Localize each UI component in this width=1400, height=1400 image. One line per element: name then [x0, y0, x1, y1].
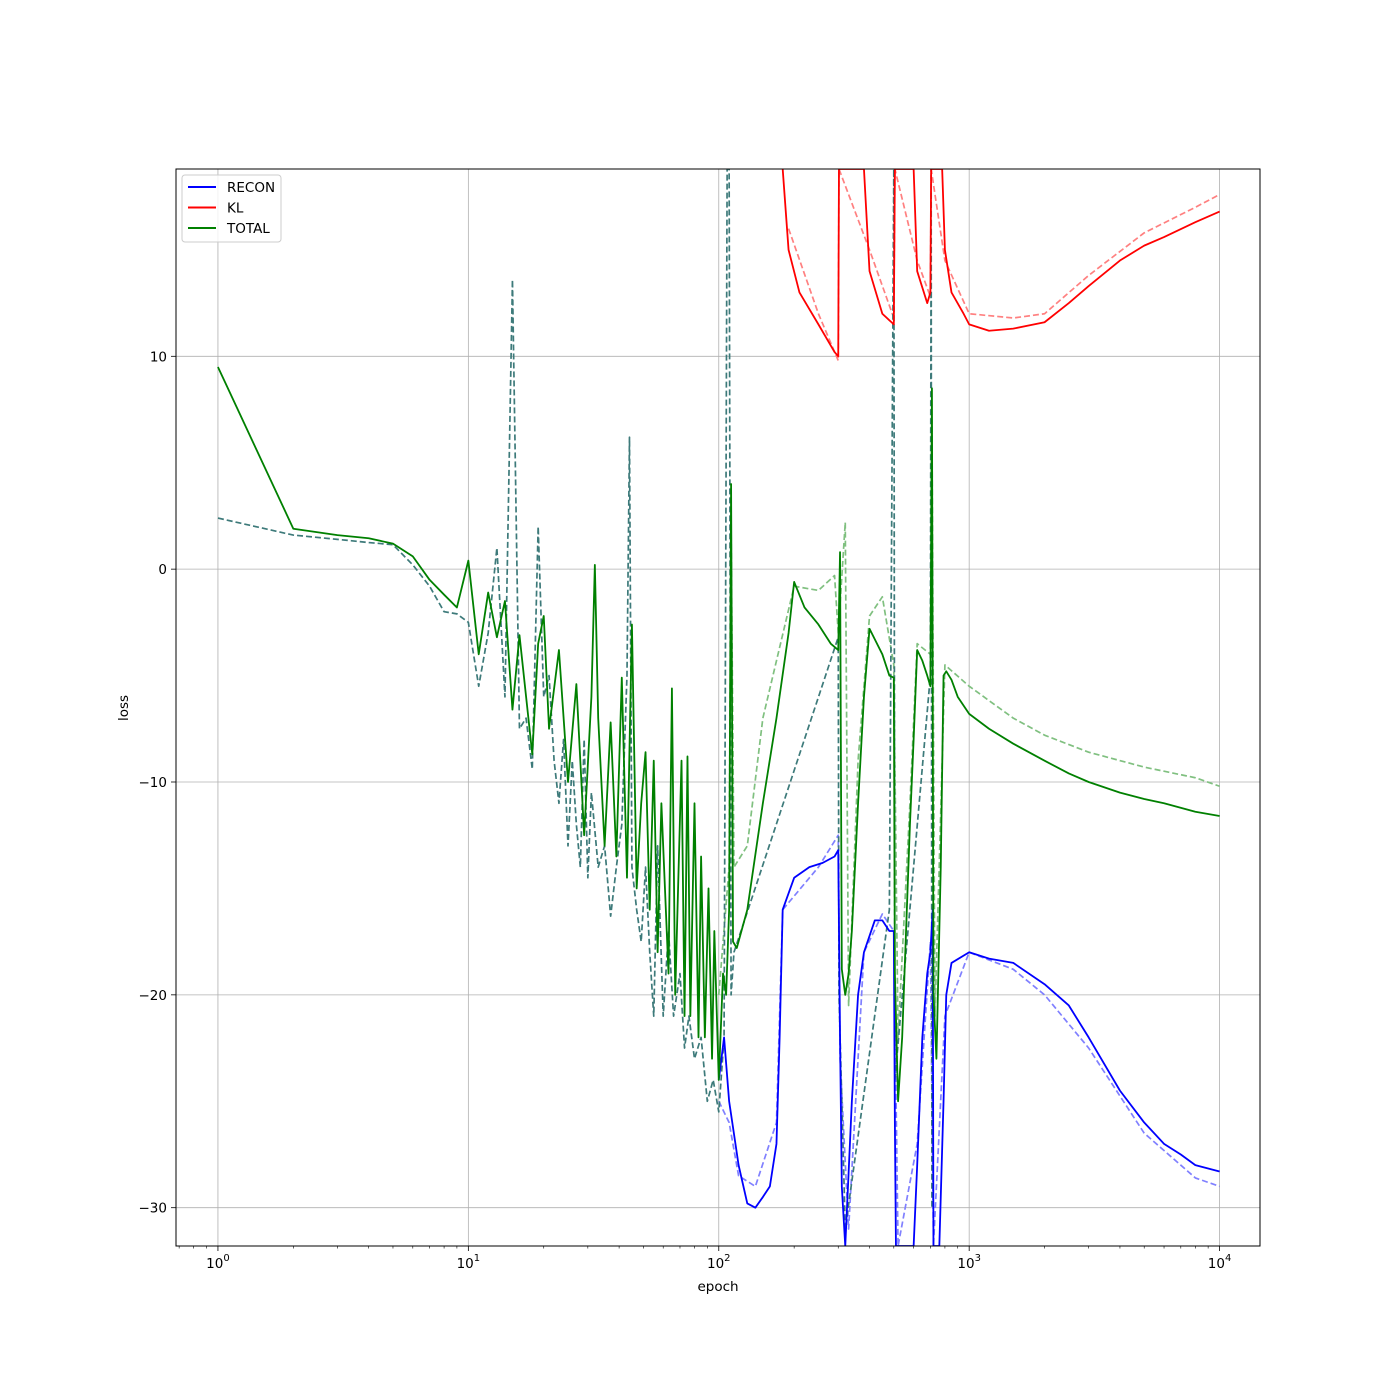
x-tick-label: 101: [457, 1253, 481, 1272]
x-axis-ticks: 100 101 102 103 104: [178, 1246, 1232, 1272]
series-line-recon: [717, 849, 1220, 1246]
y-tick-label: −30: [139, 1201, 168, 1217]
series-group: [217, 169, 1220, 1246]
y-tick-label: −10: [139, 775, 168, 791]
legend: RECON KL TOTAL: [181, 174, 282, 243]
x-tick-label: 104: [1208, 1253, 1232, 1272]
legend-label: TOTAL: [226, 221, 270, 237]
y-tick-label: −20: [139, 988, 168, 1004]
series-line-total-train-early: [217, 169, 933, 1230]
y-axis-ticks: 10 0 −10 −20 −30: [139, 349, 176, 1217]
y-axis-label: loss: [116, 695, 132, 721]
legend-box: [181, 174, 282, 243]
x-tick-label: 100: [206, 1253, 230, 1272]
y-tick-label: 0: [158, 562, 167, 578]
plot-frame: [175, 168, 1261, 1247]
legend-label: KL: [227, 201, 244, 217]
series-line-total-validation: [717, 419, 1220, 1039]
grid: [176, 169, 1260, 1246]
legend-label: RECON: [227, 180, 275, 196]
x-tick-label: 102: [707, 1253, 731, 1272]
series-line-kl: [781, 169, 1220, 358]
x-axis-label: epoch: [697, 1279, 738, 1295]
series-line-total: [217, 366, 1220, 1103]
x-tick-label: 103: [957, 1253, 981, 1272]
y-tick-label: 10: [150, 349, 167, 365]
